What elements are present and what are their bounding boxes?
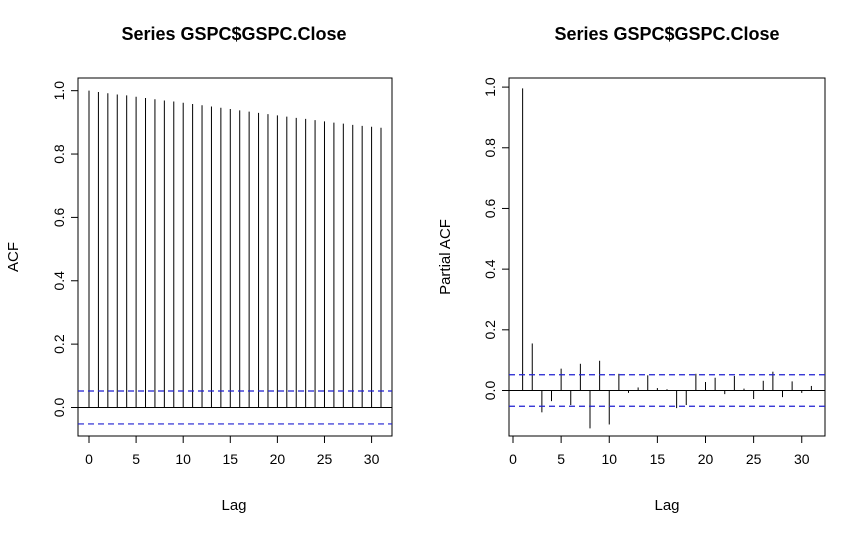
acf-y-axis-label: ACF (5, 242, 22, 272)
pacf-y-tick-label-0.6: 0.6 (482, 199, 498, 219)
acf-plot-frame (77, 77, 393, 437)
acf-y-tick-label-0.0: 0.0 (51, 398, 67, 418)
acf-x-axis-label: Lag (221, 497, 246, 514)
pacf-x-tick-label-20: 20 (698, 451, 714, 467)
pacf-y-tick-label-0.0: 0.0 (482, 381, 498, 401)
pacf-x-tick-label-0: 0 (509, 451, 517, 467)
pacf-chart: Series GSPC$GSPC.Close 0 5 10 15 20 25 30 0.0 0.… (437, 24, 826, 514)
pacf-y-axis-label: Partial ACF (437, 219, 454, 295)
pacf-y-tick-label-0.4: 0.4 (482, 259, 498, 279)
acf-chart: Series GSPC$GSPC.Close 0 5 10 15 20 25 30 0.0 0.… (5, 24, 393, 514)
acf-x-tick-label-5: 5 (132, 451, 140, 467)
acf-y-tick-label-0.4: 0.4 (51, 271, 67, 291)
acf-x-tick-label-30: 30 (364, 451, 380, 467)
acf-title: Series GSPC$GSPC.Close (121, 24, 346, 44)
pacf-x-axis-label: Lag (654, 497, 679, 514)
acf-y-tick-label-0.6: 0.6 (51, 207, 67, 227)
acf-x-tick-label-0: 0 (85, 451, 93, 467)
pacf-x-tick-label-10: 10 (601, 451, 617, 467)
acf-x-tick-label-25: 25 (317, 451, 333, 467)
pacf-x-tick-label-30: 30 (794, 451, 810, 467)
pacf-y-tick-label-0.2: 0.2 (482, 320, 498, 340)
acf-y-tick-label-0.8: 0.8 (51, 144, 67, 164)
pacf-y-tick-label-1.0: 1.0 (482, 77, 498, 97)
pacf-title: Series GSPC$GSPC.Close (554, 24, 779, 44)
pacf-y-tick-label-0.8: 0.8 (482, 138, 498, 158)
acf-y-tick-label-1.0: 1.0 (51, 81, 67, 101)
pacf-x-tick-label-15: 15 (650, 451, 666, 467)
pacf-plot-area: 0 5 10 15 20 25 30 0.0 0.2 0.4 0.6 0.8 1.0 (482, 77, 826, 467)
pacf-x-tick-label-5: 5 (557, 451, 565, 467)
acf-x-tick-label-15: 15 (223, 451, 239, 467)
acf-plot-area: 0 5 10 15 20 25 30 0.0 0.2 0.4 0.6 0.8 1.0 (51, 77, 393, 467)
acf-y-tick-label-0.2: 0.2 (51, 334, 67, 354)
acf-x-tick-label-20: 20 (270, 451, 286, 467)
pacf-x-tick-label-25: 25 (746, 451, 762, 467)
pacf-plot-frame (508, 77, 826, 437)
acf-x-tick-label-10: 10 (175, 451, 191, 467)
